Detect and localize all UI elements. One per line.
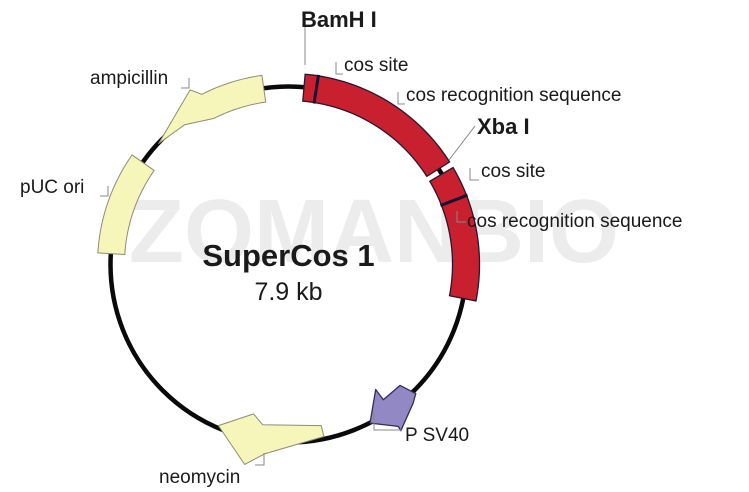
svg-text:Xba I: Xba I [477, 114, 530, 139]
svg-text:ampicillin: ampicillin [90, 68, 168, 89]
svg-text:7.9 kb: 7.9 kb [254, 278, 322, 306]
svg-text:cos site: cos site [481, 161, 545, 182]
svg-text:cos recognition sequence: cos recognition sequence [406, 85, 621, 106]
svg-text:BamH I: BamH I [301, 7, 377, 32]
svg-text:P SV40: P SV40 [405, 425, 469, 446]
svg-text:cos recognition sequence: cos recognition sequence [467, 211, 682, 232]
svg-text:cos site: cos site [344, 55, 408, 76]
svg-text:neomycin: neomycin [159, 467, 240, 488]
svg-text:pUC ori: pUC ori [20, 177, 84, 198]
svg-text:SuperCos 1: SuperCos 1 [202, 238, 374, 273]
